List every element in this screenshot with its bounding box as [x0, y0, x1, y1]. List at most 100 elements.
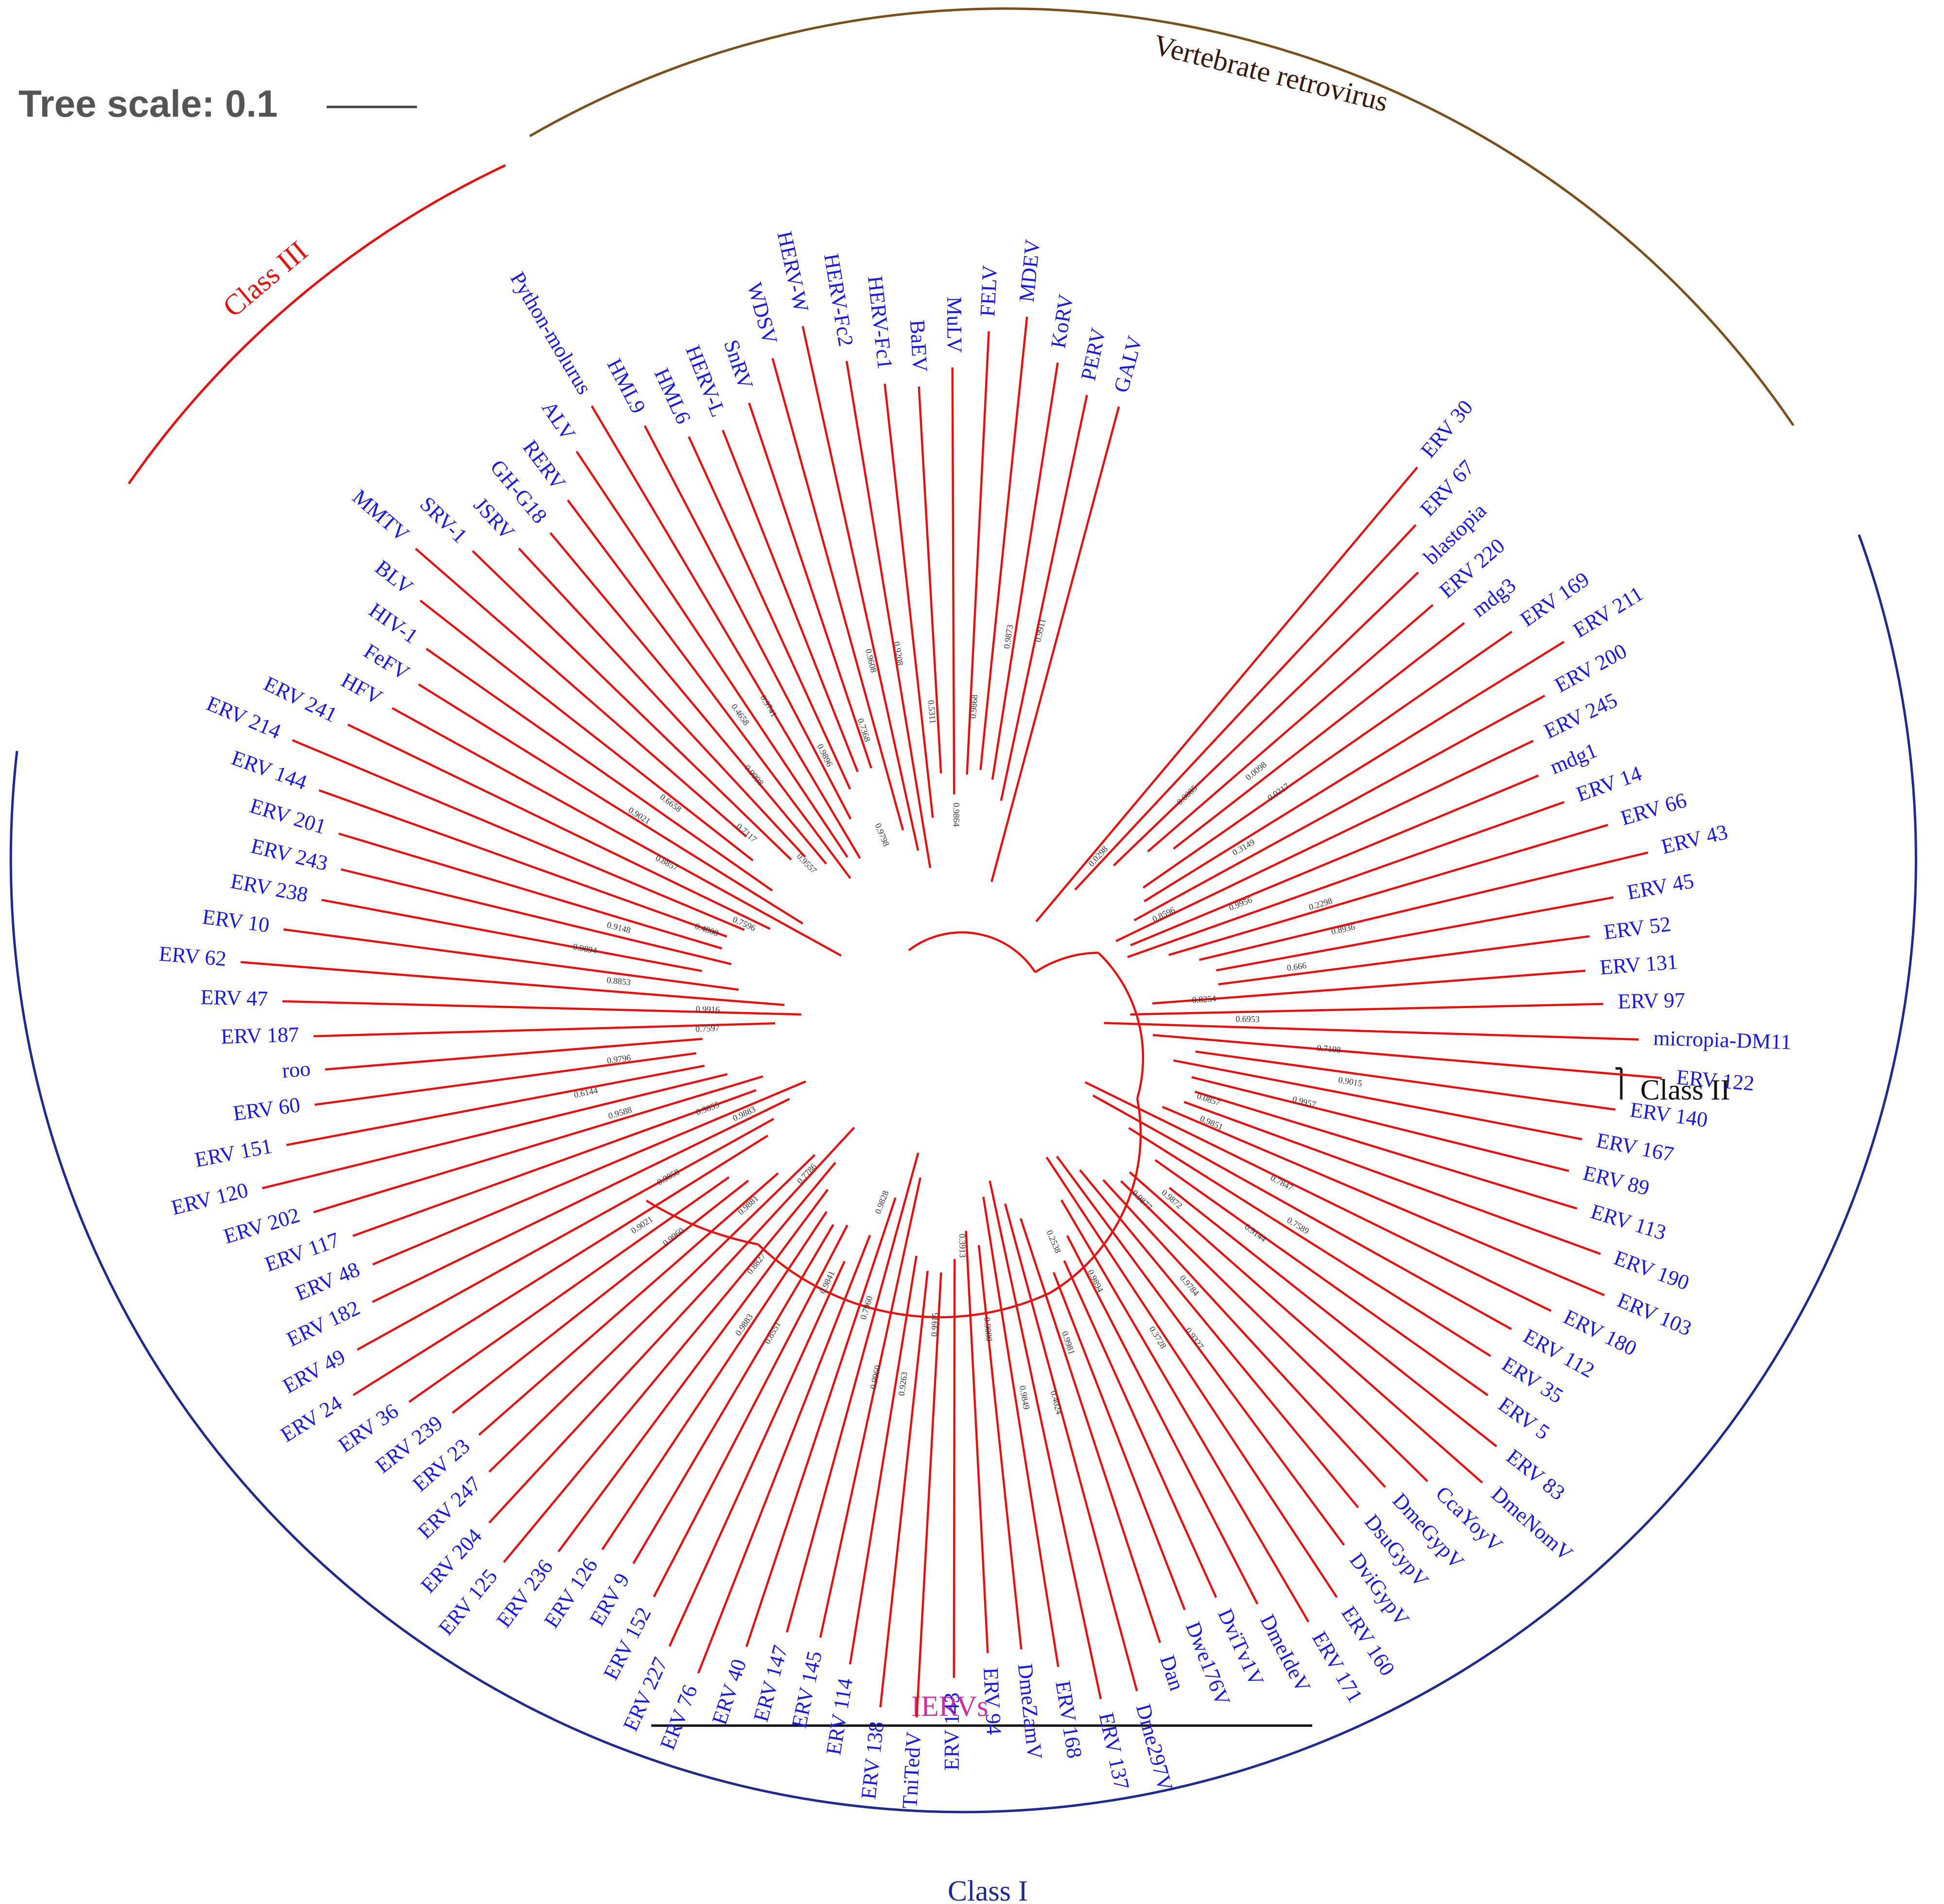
support-value: 0.8551 [762, 1320, 782, 1345]
support-value: 0.9015 [1337, 1075, 1363, 1088]
class-i-arc [9, 534, 1917, 1814]
branch-erv-43 [1199, 851, 1649, 961]
branch-erv-151 [286, 1065, 705, 1146]
tree-branches [240, 316, 1662, 1718]
branch-erv-238 [321, 899, 702, 972]
support-value: 0.4024 [1049, 1390, 1064, 1415]
support-value: 0.9855 [694, 1100, 720, 1117]
branch-erv-152 [653, 1224, 849, 1598]
vertebrate-retrovirus-label: Vertebrate retrovirus [1150, 29, 1391, 118]
branch-erv-66 [1168, 823, 1609, 956]
leaf-label: ERV 200 [1551, 639, 1631, 697]
support-value: 0.9960 [661, 1225, 686, 1248]
support-value: 0.9881 [736, 1193, 760, 1217]
leaf-label: ERV 114 [821, 1677, 857, 1757]
branch-erv-112 [1092, 1094, 1512, 1330]
branch-hfv [391, 707, 842, 957]
leaf-label: ERV 137 [1094, 1711, 1134, 1792]
branch-erv-14 [1127, 801, 1565, 959]
support-value: 0.9858 [655, 1167, 681, 1187]
support-value: 0.5311 [926, 699, 938, 724]
branch-erv-122 [1152, 1034, 1662, 1079]
branch-dvitv1v [1063, 1260, 1217, 1598]
support-value: 0.9960 [868, 1364, 883, 1390]
branch-erv-49 [357, 1118, 775, 1351]
class-iii-arc [127, 164, 506, 485]
branch-erv-241 [347, 723, 771, 930]
leaf-label: ERV 66 [1618, 788, 1689, 830]
branch-dmeidev [1066, 1235, 1259, 1605]
leaf-label: HERV-Fc1 [863, 275, 897, 370]
branch-srv-1 [471, 550, 792, 861]
support-value: 0.0217 [1266, 781, 1291, 803]
branch-erv-214 [292, 739, 745, 931]
support-value: 0.4658 [729, 702, 751, 727]
leaf-label: BaEV [905, 319, 932, 372]
leaf-label: ERV 168 [1051, 1679, 1087, 1760]
leaf-label: ERV 202 [221, 1203, 303, 1248]
branch-erv-35 [1128, 1127, 1492, 1357]
leaf-label: DmeIdeV [1255, 1610, 1315, 1696]
leaf-label: ERV 47 [200, 985, 268, 1011]
leaf-label: roo [281, 1057, 311, 1083]
branch-erv-200 [1133, 695, 1545, 922]
leaf-label: ERV 97 [1617, 988, 1685, 1013]
branch-erv-131 [1152, 969, 1586, 1005]
vertebrate-retrovirus-arc [529, 7, 1795, 426]
leaf-label: ERV 147 [749, 1642, 793, 1724]
support-value: 0.6953 [1235, 1014, 1260, 1024]
branch-erv-236 [557, 1188, 829, 1553]
branch-mdev [979, 316, 1028, 770]
branch-hiv-1 [425, 647, 773, 891]
leaf-label: FELV [975, 264, 1002, 317]
support-value: 0.9916 [695, 1004, 720, 1014]
branch-erv-143 [953, 1259, 956, 1678]
branch-baev [918, 386, 942, 774]
branch-erv-89 [1191, 1076, 1569, 1172]
branch-erv-62 [240, 961, 785, 1006]
branch-fefv [418, 683, 803, 925]
branch-erv-140 [1195, 1050, 1616, 1111]
branch-erv-138 [879, 1271, 929, 1708]
branch-erv-168 [982, 1196, 1059, 1667]
support-value: 0.7786 [795, 1161, 818, 1186]
branch-perv [1000, 395, 1088, 801]
leaf-label: Python-molurus [505, 268, 596, 399]
support-value: 0.8853 [606, 975, 631, 987]
branch-erv-190 [1183, 1100, 1601, 1255]
support-value: 0.9998 [743, 763, 765, 787]
leaf-label: PERV [1076, 326, 1111, 383]
support-value: 0.0857 [1196, 1091, 1221, 1108]
branch-erv-187 [313, 1022, 776, 1037]
branch-erv-160 [1045, 1156, 1338, 1598]
group-arcs [9, 7, 1917, 1814]
leaf-label: DmeNomV [1487, 1482, 1578, 1566]
support-value: 0.9608 [864, 648, 879, 674]
branch-dvigypv [1056, 1155, 1345, 1546]
branch-erv-202 [313, 1075, 764, 1213]
support-value: 0.9148 [606, 920, 632, 935]
class-i-label: Class I [948, 1875, 1028, 1904]
support-value: 0.8857 [654, 853, 680, 873]
support-value: 0.9864 [952, 803, 961, 827]
branch-wdsv [771, 358, 904, 831]
branch-erv-10 [283, 928, 739, 991]
support-value: 0.9798 [873, 821, 891, 847]
branch-erv-24 [352, 1135, 769, 1396]
leaf-label: ERV 138 [856, 1720, 888, 1800]
branch-erv-48 [372, 1080, 806, 1266]
branch-korv [991, 362, 1059, 780]
branch-galv [990, 406, 1120, 882]
leaf-label: KoRV [1046, 293, 1078, 350]
support-value: 0.3913 [957, 1234, 968, 1258]
leaf-label: ERV 49 [279, 1345, 349, 1398]
branch-mdg1 [1130, 774, 1539, 946]
branch-mulv [951, 367, 955, 795]
leaf-label: HERV-Fc2 [819, 252, 858, 348]
support-value: 0.8254 [1192, 994, 1216, 1005]
leaf-label: MMTV [348, 485, 414, 546]
branch-herv-w [801, 326, 920, 851]
branch-erv-60 [314, 1052, 696, 1106]
leaf-label: ERV 89 [1580, 1161, 1651, 1200]
branch-erv-137 [989, 1180, 1102, 1699]
